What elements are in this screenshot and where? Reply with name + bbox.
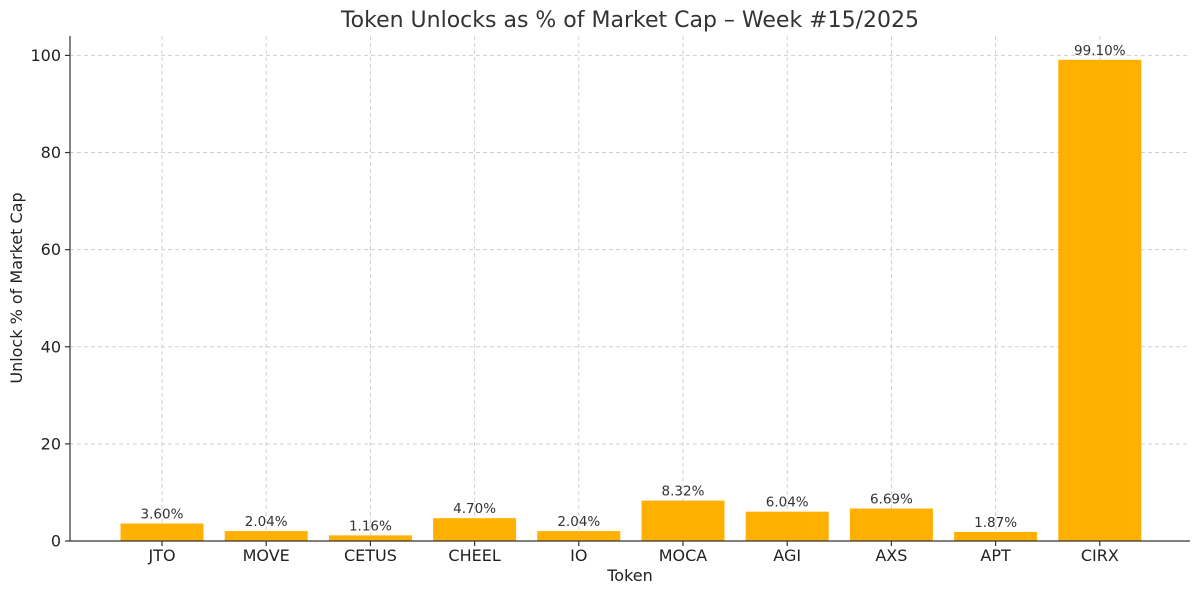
x-tick-label-jto: JTO <box>147 546 175 565</box>
data-label-moca: 8.32% <box>662 484 705 500</box>
x-axis-ticks: JTO MOVE CETUS CHEEL IO MOCA AGI AXS APT CIRX <box>147 541 1119 565</box>
y-axis-label: Unlock % of Market Cap <box>7 192 26 383</box>
data-label-move: 2.04% <box>245 514 288 530</box>
y-axis-ticks: 0 20 40 60 80 100 <box>30 46 70 551</box>
data-label-axs: 6.69% <box>870 492 913 508</box>
bar-agi <box>745 511 829 541</box>
bar-cirx <box>1058 59 1142 541</box>
bar-cheel <box>433 518 517 541</box>
x-tick-label-io: IO <box>570 546 587 565</box>
y-tick-label: 100 <box>30 46 61 65</box>
y-tick-label: 20 <box>41 434 61 453</box>
bar-move <box>224 531 308 541</box>
x-tick-label-axs: AXS <box>875 546 907 565</box>
data-label-cheel: 4.70% <box>453 501 496 517</box>
data-label-cetus: 1.16% <box>349 518 392 534</box>
grid-lines <box>70 36 1190 541</box>
bars <box>120 59 1142 541</box>
x-tick-label-moca: MOCA <box>659 546 708 565</box>
x-tick-label-apt: APT <box>980 546 1011 565</box>
y-tick-label: 40 <box>41 337 61 356</box>
y-tick-label: 0 <box>51 532 61 551</box>
bar-io <box>537 531 621 541</box>
y-tick-label: 80 <box>41 143 61 162</box>
data-label-agi: 6.04% <box>766 495 809 511</box>
data-label-io: 2.04% <box>557 514 600 530</box>
bar-moca <box>641 500 725 541</box>
x-tick-label-cheel: CHEEL <box>448 546 500 565</box>
bar-axs <box>849 508 933 541</box>
x-tick-label-move: MOVE <box>243 546 290 565</box>
chart-title: Token Unlocks as % of Market Cap – Week … <box>340 8 919 33</box>
x-tick-label-agi: AGI <box>773 546 801 565</box>
x-tick-label-cirx: CIRX <box>1081 546 1119 565</box>
bar-apt <box>954 531 1038 541</box>
x-axis-label: Token <box>606 566 653 585</box>
axes <box>69 36 1190 542</box>
bar-cetus <box>328 535 412 541</box>
data-labels: 3.60% 2.04% 1.16% 4.70% 2.04% 8.32% 6.04% 6.69%… <box>141 43 1126 535</box>
bar-jto <box>120 523 204 541</box>
data-label-apt: 1.87% <box>974 515 1017 531</box>
y-tick-label: 60 <box>41 240 61 259</box>
data-label-cirx: 99.10% <box>1074 43 1126 59</box>
data-label-jto: 3.60% <box>141 507 184 523</box>
x-tick-label-cetus: CETUS <box>344 546 397 565</box>
